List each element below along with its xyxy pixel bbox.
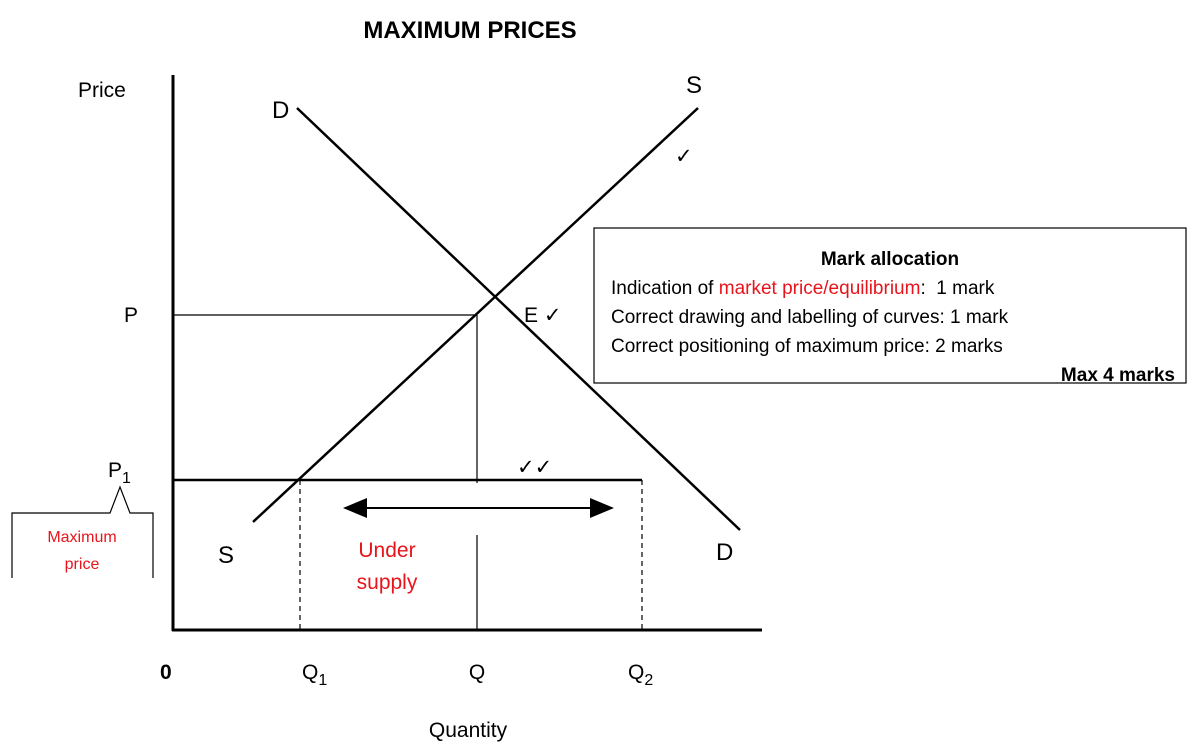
origin: 0 bbox=[160, 661, 172, 684]
title: MAXIMUM PRICES bbox=[363, 17, 576, 44]
x-label: Quantity bbox=[429, 719, 508, 742]
supply-label: S bbox=[218, 542, 234, 569]
mark-total: Max 4 marks bbox=[1061, 365, 1175, 386]
mark-line: Correct drawing and labelling of curves:… bbox=[611, 307, 1009, 328]
mark-heading: Mark allocation bbox=[821, 249, 959, 270]
demand-curve bbox=[296, 107, 741, 531]
equilibrium-label: E ✓ bbox=[524, 304, 561, 327]
q-label: Q1 bbox=[302, 661, 327, 689]
check: ✓ bbox=[675, 145, 693, 168]
price-label: P bbox=[124, 304, 138, 327]
y-label: Price bbox=[78, 79, 126, 102]
mark-line: Correct positioning of maximum price: 2 … bbox=[611, 336, 1003, 357]
callout-box bbox=[11, 485, 154, 578]
check: ✓✓ bbox=[517, 456, 552, 479]
q-label: Q bbox=[469, 661, 485, 684]
demand-label: D bbox=[272, 97, 289, 124]
supply-label: S bbox=[686, 72, 702, 99]
demand-label: D bbox=[716, 539, 733, 566]
callout-text: price bbox=[65, 556, 100, 573]
q-label: Q2 bbox=[628, 661, 653, 689]
shortage-text: Under bbox=[358, 539, 415, 562]
mark-box bbox=[593, 227, 1187, 384]
shortage-text: supply bbox=[357, 571, 418, 594]
max-price-label: P1 bbox=[108, 459, 131, 487]
callout-text: Maximum bbox=[47, 529, 116, 546]
mark-line: Indication of market price/equilibrium: … bbox=[611, 278, 995, 299]
